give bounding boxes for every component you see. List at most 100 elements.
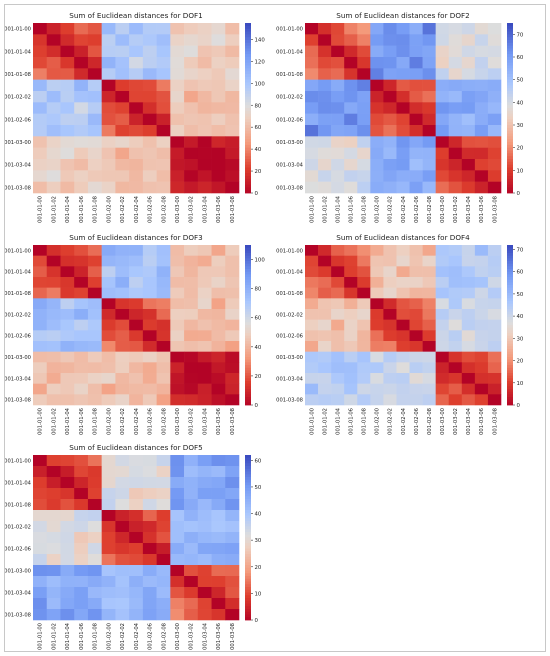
colorbar-tick-label: 50 (517, 292, 524, 298)
heatmap-cell (383, 79, 397, 92)
heatmap-cell (46, 266, 61, 278)
colorbar-segment (245, 133, 251, 137)
heatmap-cell (87, 319, 102, 331)
colorbar-tick-label: 40 (517, 100, 524, 106)
heatmap-cell (197, 455, 212, 467)
heatmap-cell (170, 309, 185, 320)
colorbar-segment (245, 581, 251, 585)
colorbar-segment (507, 346, 513, 350)
x-tick-label: 001-03-06 (216, 408, 222, 435)
colorbar-tick-label: 0 (517, 191, 521, 197)
colorbar-segment (507, 96, 513, 100)
heatmap-cell (211, 330, 226, 342)
heatmap-cell (487, 102, 502, 114)
heatmap-cell (461, 383, 476, 395)
colorbar-segment (245, 65, 251, 69)
heatmap-cell (170, 554, 185, 566)
heatmap-cell (115, 113, 130, 126)
heatmap-cell (101, 68, 116, 80)
heatmap-cell (74, 147, 89, 160)
heatmap-cell (74, 181, 89, 194)
heatmap-cell (357, 147, 371, 160)
heatmap-cell (344, 287, 358, 299)
heatmap-cell (87, 113, 102, 126)
heatmap-cell (33, 455, 48, 467)
colorbar-segment (245, 565, 251, 569)
heatmap-cell (101, 255, 116, 267)
heatmap-cell (344, 245, 358, 256)
heatmap-cell (461, 341, 476, 352)
heatmap-cell (74, 532, 89, 544)
y-tick-label: 001-02-02 (5, 525, 31, 531)
heatmap-cell (46, 543, 61, 555)
colorbar-segment (507, 173, 513, 177)
heatmap-cell (60, 147, 75, 160)
heatmap-cell (396, 79, 410, 92)
colorbar-segment (245, 59, 251, 64)
heatmap-cell (461, 113, 476, 126)
heatmap-cell (383, 102, 397, 114)
heatmap-cell (357, 383, 371, 395)
colorbar-segment (245, 592, 251, 596)
heatmap-cell (115, 362, 130, 374)
heatmap-cell (211, 181, 226, 194)
y-tick-label: 001-02-02 (5, 312, 31, 318)
heatmap-cell (370, 298, 384, 310)
heatmap-cell (211, 510, 226, 522)
heatmap-cell (422, 383, 436, 395)
heatmap-cell (87, 455, 102, 467)
heatmap-cell (101, 159, 116, 171)
colorbar-segment (245, 274, 251, 278)
y-tick-label: 001-03-08 (5, 613, 31, 619)
colorbar-segment (245, 611, 251, 615)
heatmap-cell (129, 466, 144, 478)
heatmap-cell (74, 34, 89, 46)
colorbar-segment (245, 93, 251, 98)
heatmap-cell (225, 57, 240, 69)
colorbar-segment (507, 402, 513, 406)
colorbar-tick-label: 10 (517, 381, 524, 387)
heatmap-cell (318, 319, 332, 331)
heatmap-cell (383, 383, 397, 395)
colorbar-segment (507, 85, 513, 89)
heatmap-cell (197, 598, 212, 610)
colorbar-segment (245, 170, 251, 174)
heatmap-cell (409, 57, 423, 69)
heatmap-cell (396, 383, 410, 395)
x-tick-label: 001-03-06 (216, 196, 222, 223)
colorbar-segment (507, 367, 513, 371)
heatmap-cell (370, 255, 384, 267)
colorbar-segment (245, 463, 251, 467)
colorbar-segment (507, 314, 513, 318)
heatmap-cell (357, 287, 371, 299)
heatmap-cell (74, 266, 89, 278)
heatmap-cell (33, 521, 48, 533)
colorbar-segment (507, 351, 513, 355)
colorbar-segment (245, 295, 251, 299)
heatmap-cell (461, 394, 476, 406)
heatmap-cell (211, 373, 226, 384)
heatmap-cell (211, 245, 226, 256)
heatmap-cell (305, 298, 319, 310)
heatmap-cell (142, 598, 157, 610)
heatmap-cell (101, 477, 116, 489)
heatmap-cell (156, 91, 171, 103)
heatmap-cell (461, 45, 476, 58)
heatmap-cell (74, 319, 89, 331)
heatmap-cell (156, 554, 171, 566)
heatmap-cell (344, 147, 358, 160)
heatmap-cell (74, 351, 89, 363)
heatmap-cell (409, 23, 423, 35)
heatmap-cell (474, 351, 489, 363)
heatmap-cell (448, 330, 463, 342)
heatmap-cell (87, 136, 102, 148)
heatmap-cell (370, 373, 384, 384)
colorbar-segment (245, 551, 251, 555)
colorbar-segment (245, 335, 251, 339)
y-tick-label: 001-01-04 (276, 270, 304, 276)
heatmap-cell (101, 266, 116, 278)
heatmap-cell (211, 477, 226, 489)
colorbar-segment (245, 614, 251, 618)
colorbar-segment (245, 173, 251, 177)
y-tick-label: 001-01-04 (5, 270, 32, 276)
